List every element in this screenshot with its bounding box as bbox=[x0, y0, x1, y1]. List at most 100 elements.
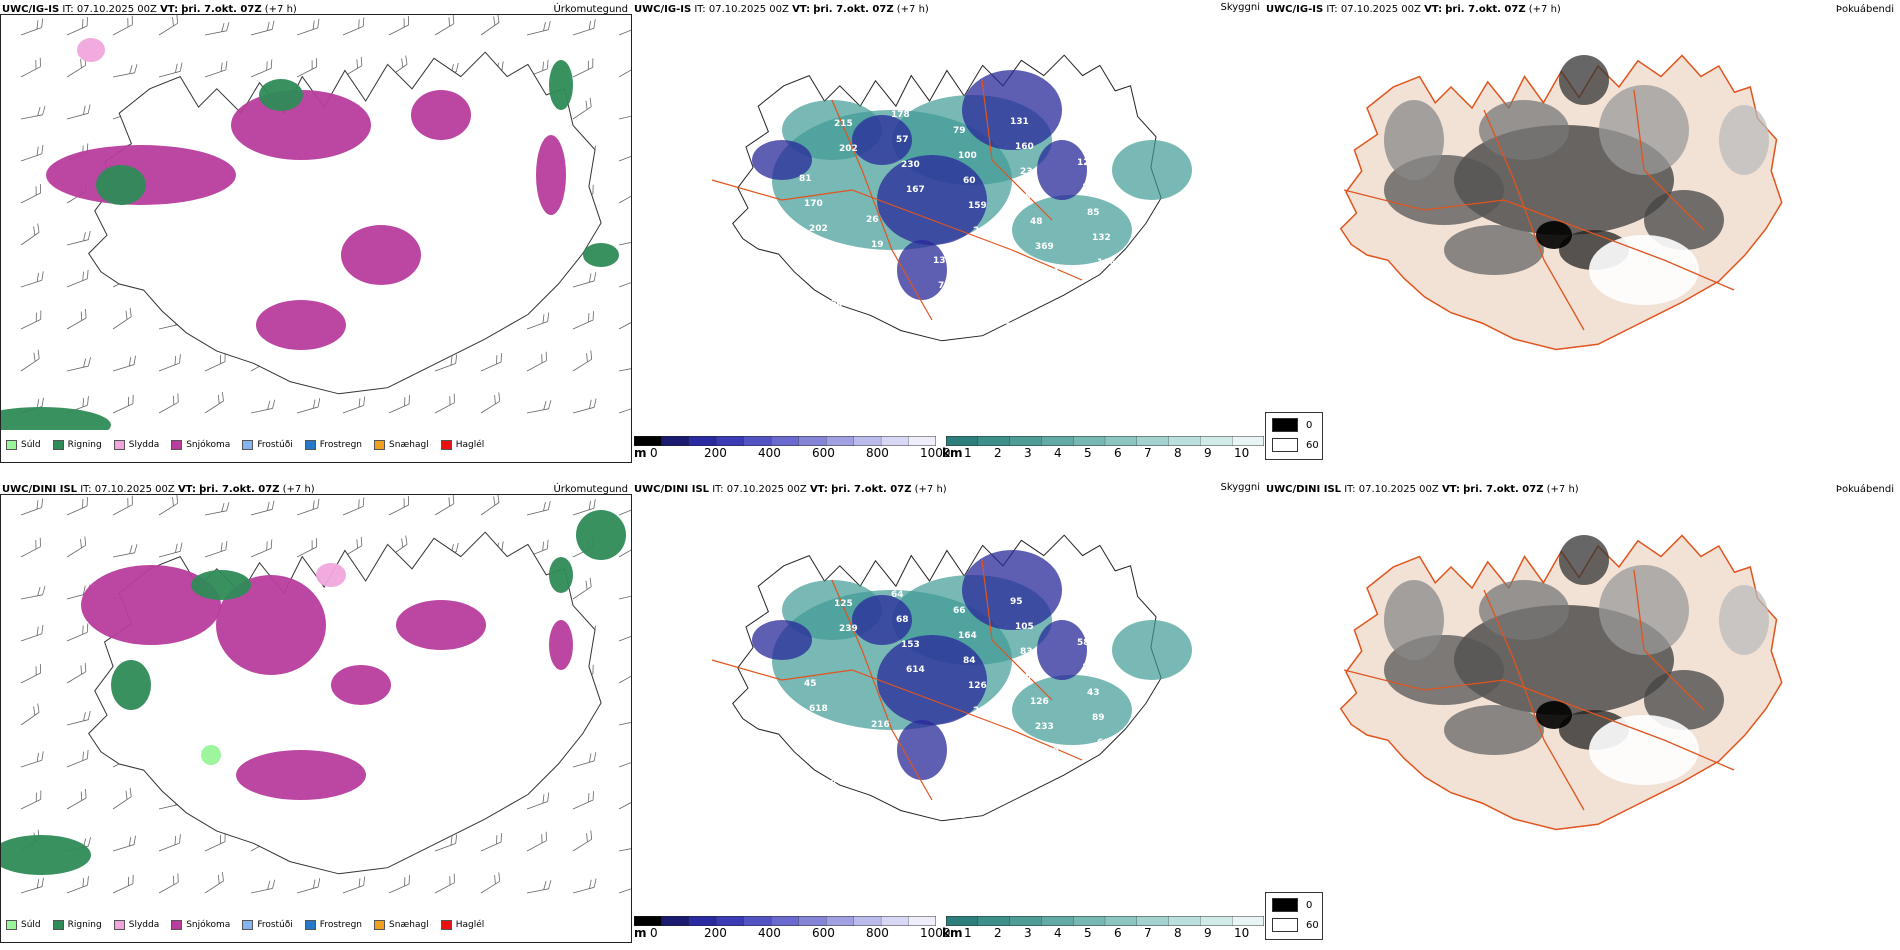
wind-barb bbox=[158, 354, 181, 372]
cloud-base-value: 188 bbox=[1107, 788, 1126, 798]
precip-legend-swatch bbox=[242, 920, 254, 930]
cloud-base-value: 64 bbox=[891, 590, 904, 600]
wind-barb bbox=[572, 830, 593, 852]
wind-barb bbox=[66, 269, 89, 288]
cloud-base-area bbox=[877, 155, 987, 245]
colorbar-segment bbox=[634, 436, 663, 446]
fog-panel: UWC/DINI ISL IT: 07.10.2025 00Z VT: þri.… bbox=[1264, 480, 1900, 942]
vt-value: þri. 7.okt. 07Z bbox=[199, 484, 280, 495]
precip-legend-item: Frostregn bbox=[304, 920, 362, 930]
wind-barb bbox=[434, 834, 458, 852]
wind-barb bbox=[20, 664, 42, 684]
precip-area bbox=[111, 660, 151, 710]
cloud-base-value: 136 bbox=[943, 306, 962, 316]
cloud-base-value: 45 bbox=[804, 679, 817, 689]
cloud-base-value: 119 bbox=[881, 290, 900, 300]
wind-barb bbox=[526, 792, 550, 810]
precip-legend-swatch bbox=[6, 920, 17, 930]
precip-map-frame bbox=[0, 14, 632, 463]
cloud-visibility-panel: UWC/IG-IS IT: 07.10.2025 00Z VT: þri. 7.… bbox=[632, 0, 1264, 462]
wind-barb bbox=[66, 710, 91, 726]
wind-barb bbox=[204, 392, 224, 414]
model-name: UWC/DINI ISL bbox=[1266, 484, 1342, 495]
fog-legend-label: 60 bbox=[1306, 439, 1319, 451]
precip-legend-label: Haglél bbox=[455, 920, 485, 930]
wind-barb bbox=[618, 671, 631, 684]
precip-legend-swatch bbox=[374, 920, 386, 930]
precip-legend-label: Frostregn bbox=[319, 440, 363, 450]
wind-barb bbox=[112, 835, 136, 852]
cloud-base-area bbox=[752, 620, 812, 660]
precip-legend-item: Snæhagl bbox=[374, 920, 429, 930]
wind-barb bbox=[388, 496, 410, 516]
fog-legend-label: 0 bbox=[1306, 899, 1313, 911]
visibility-area bbox=[1012, 675, 1132, 745]
wind-barb bbox=[20, 184, 42, 204]
cloud-base-value: 230 bbox=[901, 160, 920, 170]
precip-legend-label: Snæhagl bbox=[389, 920, 429, 930]
road-lines bbox=[1343, 569, 1735, 811]
precip-area bbox=[549, 557, 573, 593]
cloud-base-value: 89 bbox=[1092, 713, 1105, 723]
fog-area bbox=[1599, 565, 1689, 655]
visibility-tick-label: 7 bbox=[1144, 926, 1152, 940]
wind-barb bbox=[618, 191, 631, 204]
wind-barb bbox=[204, 872, 224, 894]
cloud-base-value: 132 bbox=[1092, 233, 1111, 243]
wind-barb bbox=[618, 26, 631, 36]
wind-barb bbox=[112, 355, 136, 372]
precip-title: Úrkomutegund bbox=[553, 484, 628, 495]
cloud-base-value: 126 bbox=[968, 681, 987, 691]
colorbar-segment bbox=[688, 436, 718, 446]
cloud-base-value: 280 bbox=[973, 226, 992, 236]
colorbar-segment bbox=[946, 436, 979, 446]
cloud-base-area bbox=[1037, 620, 1087, 680]
colorbar-segment bbox=[798, 916, 827, 926]
precip-legend-item: Snæhagl bbox=[374, 440, 429, 450]
precip-area bbox=[583, 243, 619, 267]
vt-value: þri. 7.okt. 07Z bbox=[1445, 4, 1526, 15]
precip-legend-label: Súld bbox=[21, 440, 41, 450]
wind-barb bbox=[296, 18, 320, 36]
wind-barb bbox=[20, 624, 44, 642]
wind-barb bbox=[250, 539, 273, 558]
vt-label: VT: bbox=[160, 4, 179, 15]
wind-barb bbox=[526, 880, 552, 894]
fog-area bbox=[1719, 585, 1769, 655]
it-value: 07.10.2025 00Z bbox=[1358, 484, 1439, 495]
model-name: UWC/DINI ISL bbox=[2, 484, 78, 495]
wind-barb bbox=[342, 17, 365, 36]
cloud-base-value: 125 bbox=[834, 599, 853, 609]
wind-barb bbox=[204, 832, 226, 852]
wind-barb bbox=[480, 392, 501, 414]
cloud-base-value: 208 bbox=[1107, 308, 1126, 318]
wind-barb bbox=[66, 17, 88, 36]
colorbar-segment bbox=[880, 436, 910, 446]
precip-type-map bbox=[1, 15, 631, 430]
visibility-tick-label: 10 bbox=[1234, 926, 1250, 940]
precip-legend-item: Rigning bbox=[52, 440, 102, 450]
visibility-unit: km bbox=[942, 446, 963, 460]
precip-area bbox=[231, 90, 371, 160]
wind-barb bbox=[20, 57, 41, 78]
colorbar-segment bbox=[1232, 436, 1264, 446]
colorbar-segment bbox=[743, 436, 772, 446]
visibility-tick-label: 8 bbox=[1174, 926, 1182, 940]
precip-legend-label: Haglél bbox=[455, 440, 485, 450]
it-value: 07.10.2025 00Z bbox=[94, 484, 175, 495]
visibility-tick-label: 5 bbox=[1084, 446, 1092, 460]
wind-barb bbox=[20, 18, 44, 36]
wind-barb bbox=[572, 19, 596, 36]
cloud-base-value: 219 bbox=[1040, 747, 1059, 757]
precip-area bbox=[259, 79, 303, 111]
model-name: UWC/IG-IS bbox=[634, 4, 692, 15]
cloud-base-value: 23 bbox=[1020, 167, 1033, 177]
precip-area bbox=[1, 835, 91, 875]
model-name: UWC/IG-IS bbox=[1266, 4, 1324, 15]
wind-barb bbox=[158, 495, 179, 516]
visibility-tick-label: 2 bbox=[994, 926, 1002, 940]
precip-legend-swatch bbox=[242, 440, 254, 450]
wind-barb bbox=[572, 878, 597, 894]
wind-barb bbox=[434, 873, 455, 894]
wind-barb bbox=[618, 759, 631, 768]
